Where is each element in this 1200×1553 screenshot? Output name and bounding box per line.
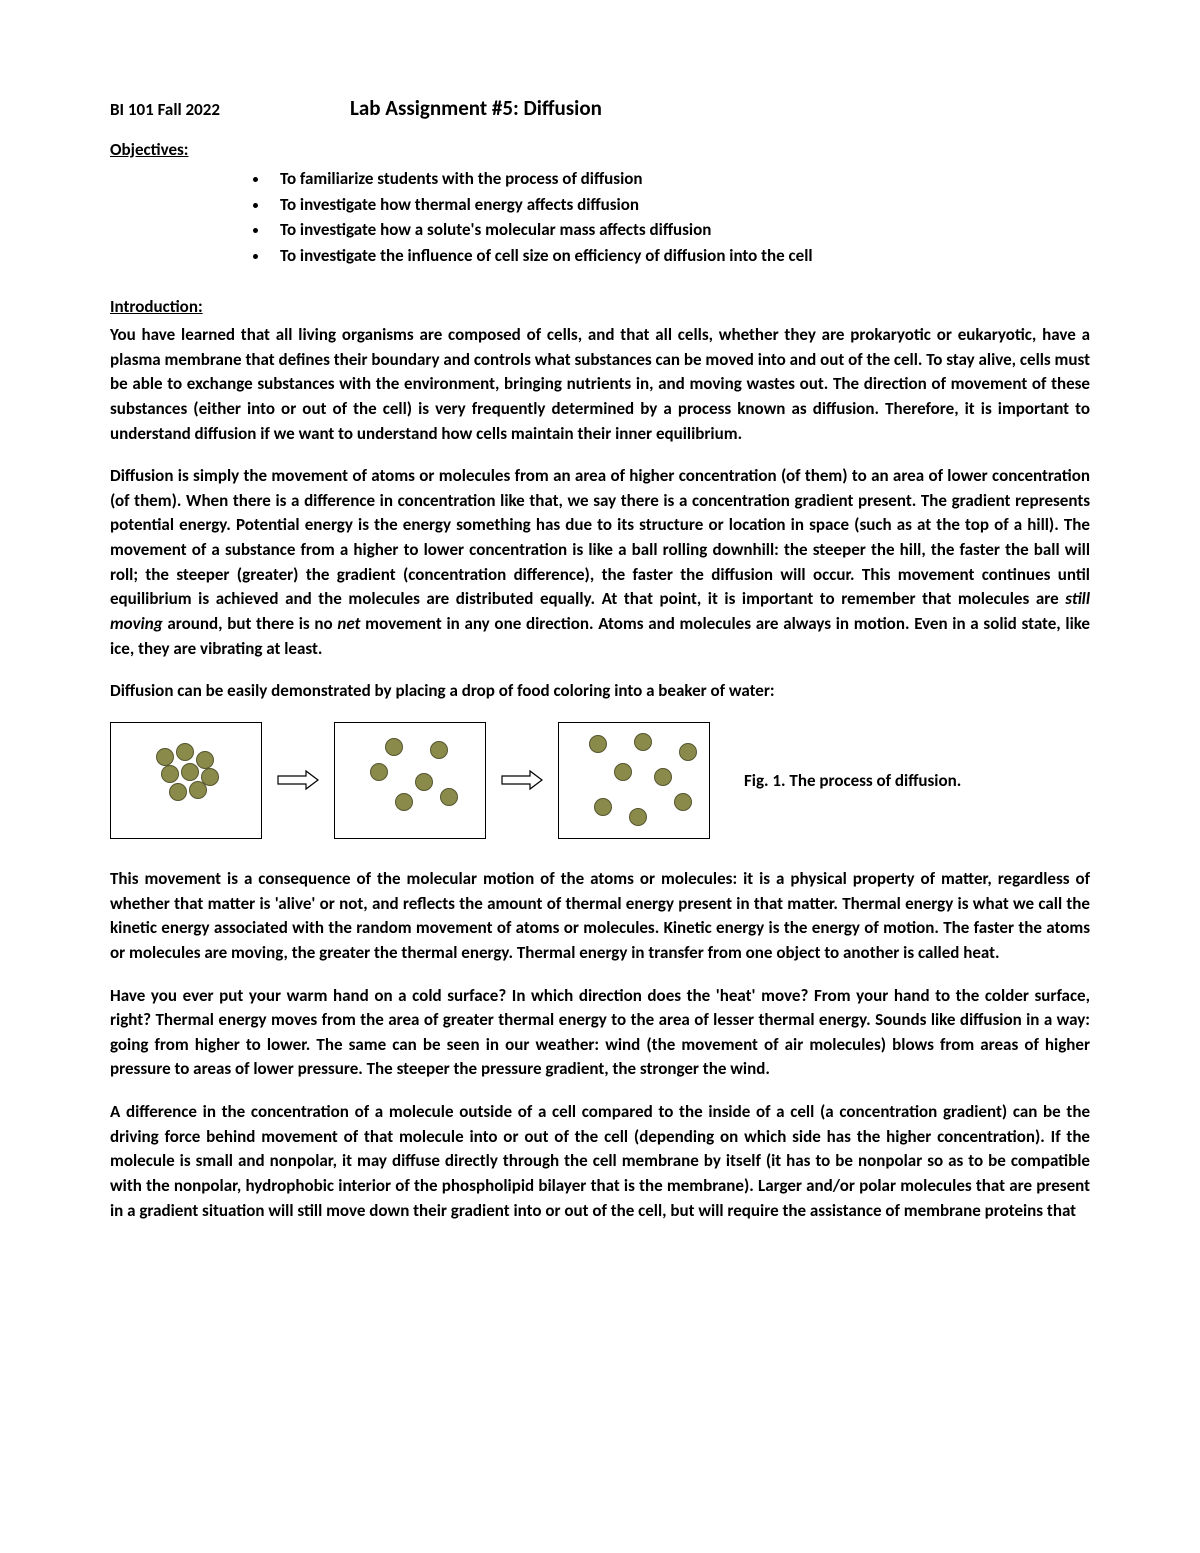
objective-item: To investigate the influence of cell siz…: [270, 243, 1090, 269]
molecule-dot: [385, 738, 403, 756]
paragraph-4: This movement is a consequence of the mo…: [110, 867, 1090, 966]
molecule-dot: [679, 743, 697, 761]
intro-paragraph-2: Diffusion is simply the movement of atom…: [110, 464, 1090, 661]
molecule-dot: [395, 793, 413, 811]
p2-text-b: around, but there is no: [163, 613, 338, 634]
molecule-dot: [440, 788, 458, 806]
molecule-dot: [629, 808, 647, 826]
objectives-list: To familiarize students with the process…: [110, 166, 1090, 268]
p2-italic-2: net: [337, 613, 360, 634]
course-label: BI 101 Fall 2022: [110, 99, 220, 120]
introduction-heading: Introduction:: [110, 296, 1090, 317]
molecule-dot: [415, 773, 433, 791]
intro-paragraph-1: You have learned that all living organis…: [110, 323, 1090, 446]
objectives-heading: Objectives:: [110, 139, 1090, 160]
figure-box-3: [558, 722, 710, 839]
molecule-dot: [430, 741, 448, 759]
figure-box-1: [110, 722, 262, 839]
diffusion-figure: Fig. 1. The process of diffusion.: [110, 722, 1090, 839]
molecule-dot: [594, 798, 612, 816]
arrow-icon: [500, 768, 544, 792]
document-page: BI 101 Fall 2022 Lab Assignment #5: Diff…: [0, 0, 1200, 1553]
objective-item: To investigate how a solute's molecular …: [270, 217, 1090, 243]
molecule-dot: [589, 735, 607, 753]
objective-item: To investigate how thermal energy affect…: [270, 192, 1090, 218]
molecule-dot: [196, 751, 214, 769]
paragraph-6: A difference in the concentration of a m…: [110, 1100, 1090, 1223]
molecule-dot: [176, 743, 194, 761]
molecule-dot: [614, 763, 632, 781]
molecule-dot: [634, 733, 652, 751]
molecule-dot: [169, 783, 187, 801]
molecule-dot: [181, 763, 199, 781]
figure-caption: Fig. 1. The process of diffusion.: [744, 770, 961, 791]
molecule-dot: [189, 781, 207, 799]
molecule-dot: [654, 768, 672, 786]
figure-box-2: [334, 722, 486, 839]
p2-text-a: Diffusion is simply the movement of atom…: [110, 465, 1090, 609]
page-title: Lab Assignment #5: Diffusion: [350, 95, 602, 121]
arrow-icon: [276, 768, 320, 792]
molecule-dot: [156, 748, 174, 766]
header-row: BI 101 Fall 2022 Lab Assignment #5: Diff…: [110, 95, 1090, 121]
intro-paragraph-3: Diffusion can be easily demonstrated by …: [110, 679, 1090, 704]
molecule-dot: [370, 763, 388, 781]
molecule-dot: [674, 793, 692, 811]
molecule-dot: [161, 765, 179, 783]
paragraph-5: Have you ever put your warm hand on a co…: [110, 984, 1090, 1083]
objective-item: To familiarize students with the process…: [270, 166, 1090, 192]
